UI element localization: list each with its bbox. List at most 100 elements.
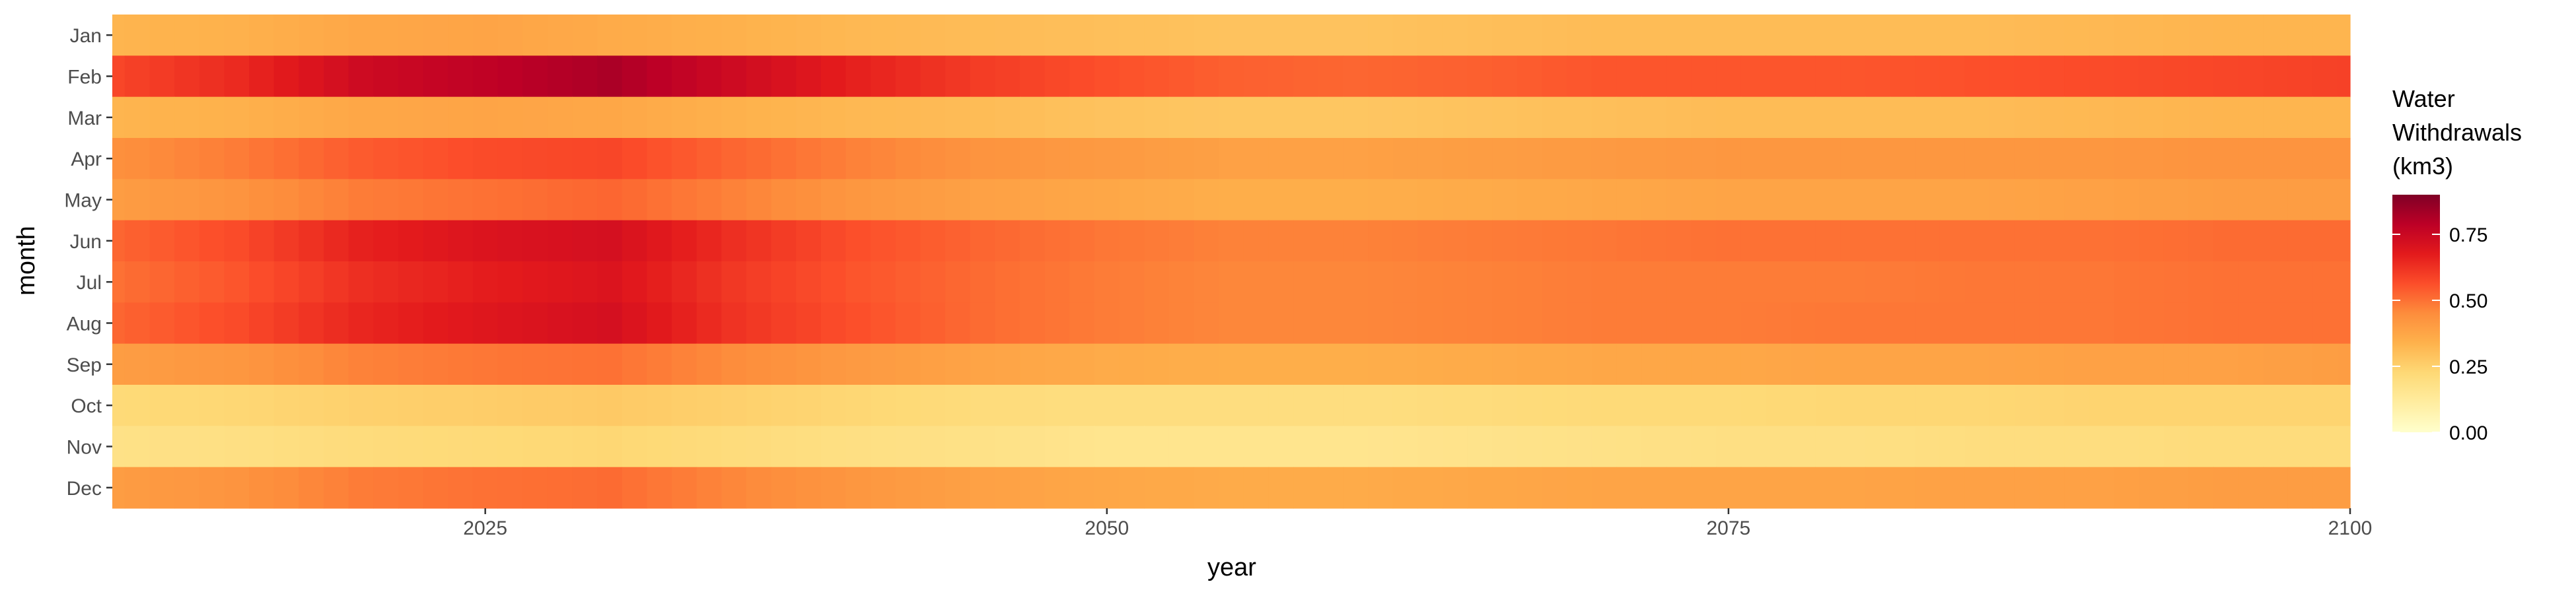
heatmap-cell-feb-2040 bbox=[845, 55, 871, 98]
heatmap-cell-may-2029 bbox=[572, 179, 598, 221]
heatmap-cell-oct-2045 bbox=[970, 385, 995, 426]
heatmap-cell-apr-2026 bbox=[497, 138, 523, 180]
heatmap-cell-sep-2048 bbox=[1044, 343, 1070, 385]
heatmap-cell-jan-2016 bbox=[249, 15, 275, 56]
heatmap-cell-nov-2088 bbox=[2039, 426, 2065, 468]
heatmap-cell-oct-2075 bbox=[1716, 385, 1742, 426]
heatmap-cell-oct-2025 bbox=[472, 385, 499, 426]
heatmap-cell-dec-2080 bbox=[1840, 467, 1866, 509]
heatmap-cell-oct-2026 bbox=[497, 385, 523, 426]
heatmap-cell-jan-2045 bbox=[970, 15, 995, 56]
heatmap-cell-nov-2100 bbox=[2338, 426, 2351, 468]
heatmap-cell-jul-2079 bbox=[1815, 261, 1841, 303]
heatmap-cell-nov-2062 bbox=[1392, 426, 1418, 468]
heatmap-cell-jul-2083 bbox=[1915, 261, 1941, 303]
heatmap-cell-feb-2085 bbox=[1964, 55, 1990, 98]
heatmap-cell-jan-2078 bbox=[1791, 15, 1816, 56]
heatmap-cell-nov-2070 bbox=[1591, 426, 1618, 468]
heatmap-cell-dec-2069 bbox=[1567, 467, 1592, 509]
heatmap-cell-jun-2011 bbox=[124, 220, 151, 262]
heatmap-cell-jun-2056 bbox=[1243, 220, 1270, 262]
heatmap-cell-aug-2047 bbox=[1020, 302, 1046, 345]
heatmap-cell-aug-2028 bbox=[547, 302, 573, 345]
heatmap-cell-dec-2046 bbox=[995, 467, 1020, 509]
heatmap-cell-sep-2067 bbox=[1517, 343, 1543, 385]
heatmap-cell-jun-2050 bbox=[1094, 220, 1120, 262]
heatmap-cell-dec-2048 bbox=[1044, 467, 1070, 509]
heatmap-cell-aug-2065 bbox=[1467, 302, 1493, 345]
heatmap-cell-jul-2043 bbox=[920, 261, 946, 303]
heatmap-cell-dec-2016 bbox=[249, 467, 275, 509]
heatmap-cell-mar-2076 bbox=[1740, 96, 1766, 139]
heatmap-cell-jun-2087 bbox=[2014, 220, 2040, 262]
heatmap-cell-dec-2052 bbox=[1144, 467, 1170, 509]
heatmap-cell-may-2098 bbox=[2287, 179, 2314, 221]
heatmap-cell-jun-2023 bbox=[423, 220, 448, 262]
heatmap-cell-sep-2027 bbox=[522, 343, 548, 385]
heatmap-cell-jan-2080 bbox=[1840, 15, 1866, 56]
heatmap-cell-sep-2079 bbox=[1815, 343, 1841, 385]
heatmap-cell-oct-2014 bbox=[199, 385, 225, 426]
heatmap-cell-may-2062 bbox=[1392, 179, 1418, 221]
heatmap-cell-jul-2068 bbox=[1542, 261, 1567, 303]
heatmap-cell-nov-2059 bbox=[1318, 426, 1343, 468]
heatmap-cell-jan-2010 bbox=[112, 15, 125, 56]
heatmap-cell-dec-2061 bbox=[1368, 467, 1394, 509]
heatmap-cell-jan-2043 bbox=[920, 15, 946, 56]
heatmap-cell-jul-2025 bbox=[472, 261, 499, 303]
heatmap-cell-jun-2047 bbox=[1020, 220, 1046, 262]
heatmap-cell-jan-2081 bbox=[1865, 15, 1891, 56]
heatmap-cell-feb-2069 bbox=[1567, 55, 1592, 98]
heatmap-cell-sep-2032 bbox=[647, 343, 672, 385]
y-tick-label-aug: Aug bbox=[67, 314, 102, 335]
heatmap-cell-feb-2052 bbox=[1144, 55, 1170, 98]
heatmap-cell-jun-2039 bbox=[820, 220, 847, 262]
heatmap-cell-apr-2040 bbox=[845, 138, 871, 180]
heatmap-cell-mar-2093 bbox=[2163, 96, 2189, 139]
heatmap-cell-jan-2032 bbox=[647, 15, 672, 56]
heatmap-cell-jun-2020 bbox=[348, 220, 374, 262]
heatmap-cell-jan-2093 bbox=[2163, 15, 2189, 56]
heatmap-cell-nov-2023 bbox=[423, 426, 448, 468]
heatmap-cell-jan-2072 bbox=[1641, 15, 1667, 56]
heatmap-cell-oct-2058 bbox=[1293, 385, 1319, 426]
heatmap-cell-aug-2031 bbox=[622, 302, 647, 345]
heatmap-cell-jan-2036 bbox=[746, 15, 772, 56]
heatmap-cell-jun-2013 bbox=[174, 220, 200, 262]
heatmap-cell-dec-2041 bbox=[871, 467, 896, 509]
heatmap-cell-nov-2080 bbox=[1840, 426, 1866, 468]
heatmap-cell-nov-2041 bbox=[871, 426, 896, 468]
heatmap-cell-dec-2049 bbox=[1069, 467, 1095, 509]
heatmap-cell-nov-2034 bbox=[696, 426, 722, 468]
heatmap-cell-jul-2050 bbox=[1094, 261, 1120, 303]
heatmap-cell-feb-2084 bbox=[1939, 55, 1966, 98]
heatmap-cell-feb-2065 bbox=[1467, 55, 1493, 98]
heatmap-cell-jun-2090 bbox=[2089, 220, 2114, 262]
heatmap-cell-dec-2097 bbox=[2263, 467, 2289, 509]
heatmap-cell-jun-2070 bbox=[1591, 220, 1618, 262]
heatmap-cell-apr-2082 bbox=[1890, 138, 1915, 180]
heatmap-cell-may-2018 bbox=[299, 179, 324, 221]
y-axis-title: month bbox=[13, 226, 40, 296]
heatmap-cell-aug-2019 bbox=[323, 302, 349, 345]
heatmap-cell-may-2012 bbox=[149, 179, 175, 221]
heatmap-cell-aug-2083 bbox=[1915, 302, 1941, 345]
heatmap-cell-may-2058 bbox=[1293, 179, 1319, 221]
heatmap-cell-dec-2022 bbox=[398, 467, 424, 509]
heatmap-cell-apr-2012 bbox=[149, 138, 175, 180]
heatmap-cell-feb-2023 bbox=[423, 55, 448, 98]
heatmap-cell-apr-2075 bbox=[1716, 138, 1742, 180]
heatmap-cell-jan-2038 bbox=[796, 15, 822, 56]
heatmap-cell-nov-2021 bbox=[373, 426, 399, 468]
heatmap-cell-may-2071 bbox=[1616, 179, 1642, 221]
heatmap-cell-apr-2046 bbox=[995, 138, 1020, 180]
heatmap-cell-sep-2039 bbox=[820, 343, 847, 385]
heatmap-cell-feb-2097 bbox=[2263, 55, 2289, 98]
heatmap-cell-may-2025 bbox=[472, 179, 499, 221]
heatmap-cell-nov-2066 bbox=[1492, 426, 1518, 468]
heatmap-cell-nov-2064 bbox=[1442, 426, 1468, 468]
heatmap-cell-feb-2072 bbox=[1641, 55, 1667, 98]
heatmap-cell-aug-2044 bbox=[945, 302, 971, 345]
heatmap-cell-dec-2066 bbox=[1492, 467, 1518, 509]
heatmap-cell-sep-2037 bbox=[771, 343, 797, 385]
